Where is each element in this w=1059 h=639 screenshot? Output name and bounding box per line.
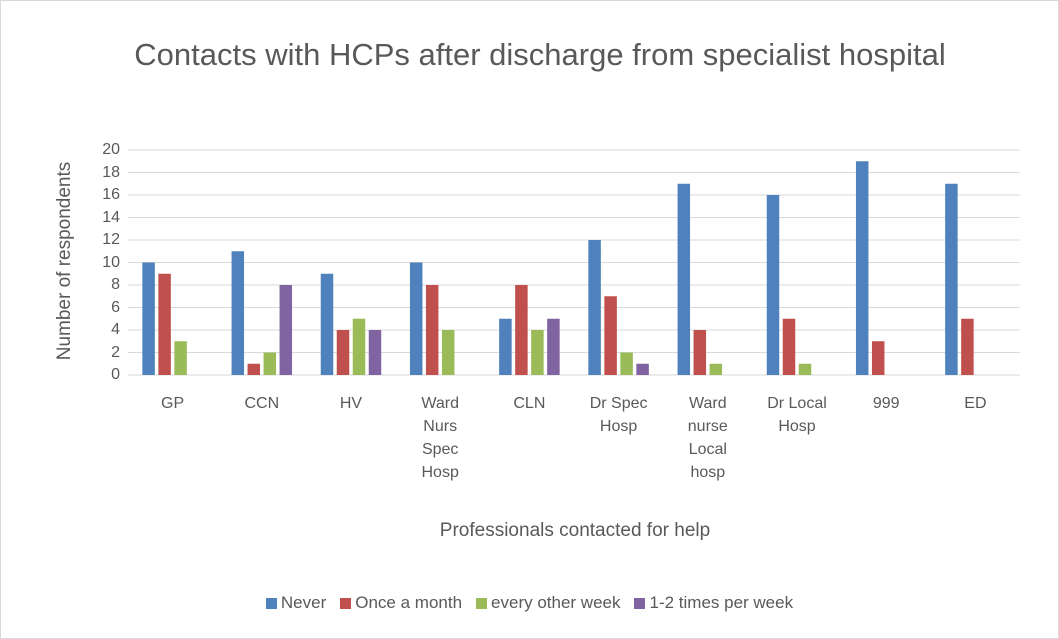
bar [677,183,691,375]
x-tick-label: Ward Nurs Spec Hosp [421,395,459,481]
bar [441,330,455,375]
y-tick-label: 4 [111,321,120,338]
bar [798,363,812,375]
bar [531,330,544,375]
bar [961,318,974,375]
bar [766,195,780,375]
bar [142,262,155,375]
x-tick-label: CCN [244,395,280,412]
y-tick-label: 8 [111,276,120,293]
bar [158,273,171,375]
legend-label: Once a month [355,593,463,612]
x-tick-label: Dr Local Hosp [767,395,827,435]
legend-label: 1-2 times per week [649,593,794,612]
bar [425,285,439,375]
y-tick-label: 12 [102,231,120,248]
legend-swatch [634,597,646,609]
y-tick-label: 10 [102,253,120,271]
legend-swatch [265,597,277,609]
bar [604,296,617,375]
y-tick-label: 18 [102,163,120,181]
bar [352,318,366,375]
x-tick-label: Dr Spec Hosp [589,395,648,435]
bar [620,352,633,375]
legend-item: Never [265,593,327,613]
bar [782,318,796,375]
bar [174,341,187,375]
x-axis-title: Professionals contacted for help [439,520,711,541]
legend-item: 1-2 times per week [634,593,793,613]
x-tick-label: HV [339,395,363,412]
bar [231,251,245,375]
bar [320,273,334,375]
bar [409,262,423,375]
legend-swatch [476,597,488,609]
legend-swatch [340,597,352,609]
legend: Never Once a month every other week 1-2 tim… [0,593,1059,613]
y-tick-label: 20 [102,141,120,158]
y-axis-title: Number of respondents [54,161,75,361]
x-tick-label: CLN [513,395,546,412]
bar [588,240,601,375]
y-tick-label: 0 [111,366,120,383]
x-tick-label: ED [964,395,987,412]
bar [263,352,277,375]
x-tick-label: GP [161,395,185,412]
bar [636,363,649,375]
legend-label: every other week [491,593,621,612]
bar [547,318,560,375]
chart-title: Contacts with HCPs after discharge from … [134,37,946,72]
bar [515,285,528,375]
y-tick-label: 2 [111,343,120,361]
bar [336,330,350,375]
y-tick-label: 16 [102,186,120,203]
x-tick-label: Ward nurse Local hosp [687,395,728,481]
bar [368,330,382,375]
legend-item: every other week [476,593,620,613]
legend-item: Once a month [340,593,462,613]
bar [709,363,723,375]
bar [693,330,707,375]
bar [499,318,512,375]
bar [871,341,885,375]
y-tick-label: 14 [102,208,120,226]
bar [279,285,293,375]
legend-label: Never [280,593,327,612]
y-tick-label: 6 [111,298,120,316]
bar [855,161,869,375]
x-tick-label: 999 [872,395,900,412]
bar [945,183,958,375]
bar [247,363,261,375]
